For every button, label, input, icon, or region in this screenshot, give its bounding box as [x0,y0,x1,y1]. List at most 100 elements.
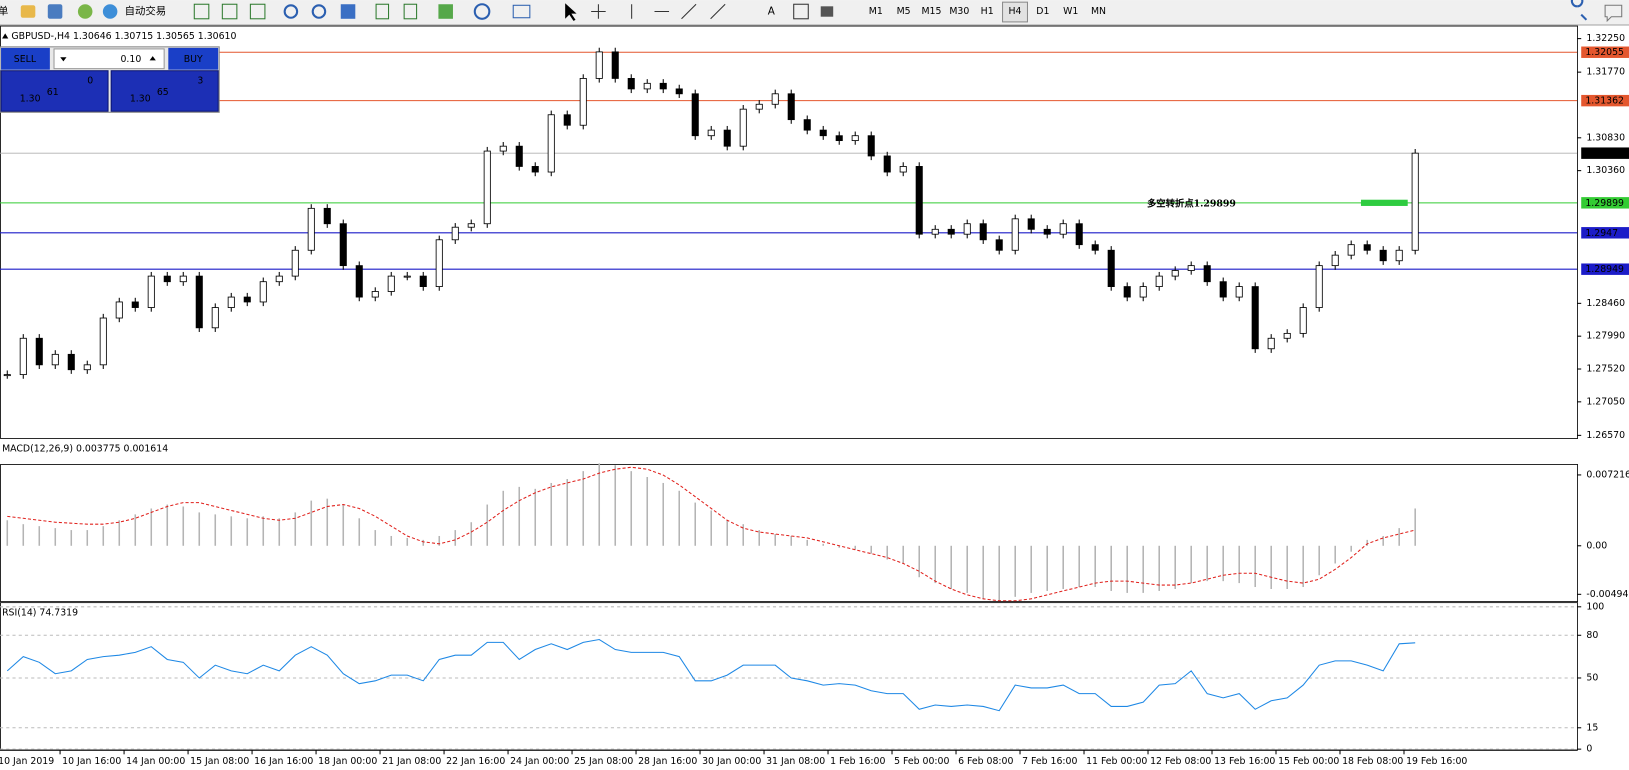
candle [1363,244,1371,251]
rsi-line [6,638,1416,712]
y-tick-label: 1.28460 [1586,298,1625,309]
buy-button[interactable] [168,47,219,70]
candle [771,93,779,105]
candle [1347,244,1355,256]
chat-icon[interactable] [1604,4,1623,23]
x-tick-label: 28 Jan 16:00 [638,756,697,767]
candle [595,51,603,79]
icon[interactable] [438,4,453,19]
icon[interactable] [340,4,356,19]
candle [531,166,539,173]
candle [915,166,923,235]
candle [643,82,651,90]
toolbar-bg [0,0,1629,26]
candle [131,301,139,308]
timeframe-button[interactable]: M1 [869,6,883,17]
candle [275,275,283,283]
menu-fragment[interactable]: 单 [0,6,8,18]
candle [1043,228,1051,235]
icon[interactable] [283,4,299,19]
timeframe-button[interactable]: W1 [1063,6,1078,17]
bid-box[interactable] [0,70,109,112]
candle [1379,249,1387,262]
candle [403,275,411,278]
icon[interactable] [473,3,491,20]
candle [691,93,699,137]
timeframe-button[interactable]: H4 [1009,6,1022,17]
ask-box[interactable] [110,70,219,112]
candle [979,223,987,241]
x-tick-label: 15 Feb 00:00 [1278,756,1339,767]
y-tick-label: -0.004943 [1586,589,1629,600]
icon[interactable] [820,6,834,17]
candle [291,249,299,277]
x-tick-label: 16 Jan 16:00 [254,756,313,767]
icon[interactable] [193,3,210,20]
y-tick-label: 1.30830 [1586,132,1625,143]
pips: 65 [157,87,169,98]
timeframe-button[interactable]: D1 [1036,6,1049,17]
price-axis-bg [1578,26,1629,754]
icon[interactable] [77,4,93,19]
candle [371,291,379,298]
icon[interactable] [375,3,390,20]
x-tick-label: 18 Jan 00:00 [318,756,377,767]
sell-button[interactable] [1,47,50,70]
candle [1251,286,1259,350]
x-tick-label: 13 Feb 16:00 [1214,756,1275,767]
candle [1123,286,1131,298]
icon[interactable] [565,3,577,21]
title-arrow [2,33,9,39]
lot-box[interactable] [53,48,165,70]
candle [787,93,795,121]
text-tool[interactable]: A [768,6,776,18]
icon[interactable] [793,3,809,20]
candle [627,78,635,90]
y-tick-label: 80 [1586,630,1598,641]
timeframe-button[interactable]: M5 [897,6,911,17]
timeframe-button[interactable]: M30 [949,6,969,17]
icon[interactable] [311,4,327,19]
candle [1091,244,1099,251]
candle [739,108,747,147]
lot-value[interactable]: 0.10 [120,54,141,65]
icon[interactable] [403,3,418,20]
x-tick-label: 24 Jan 00:00 [510,756,569,767]
timeframe-button[interactable]: MN [1091,6,1106,17]
signal-line [7,466,1416,602]
candle [3,374,11,377]
level-tag [1581,147,1629,159]
buy-label: BUY [184,54,203,65]
candle [867,135,875,157]
icon[interactable] [47,4,63,19]
lot-up [149,56,156,61]
fraction: 0 [87,76,93,87]
pips: 61 [47,87,59,98]
icon[interactable] [20,5,36,18]
y-tick-label: 1.30360 [1586,165,1625,176]
candle [259,281,267,303]
y-tick-label: 1.32250 [1586,33,1625,44]
y-tick-label: 50 [1586,672,1598,683]
candle [51,353,59,366]
icon[interactable] [512,4,531,19]
icon[interactable] [102,4,118,19]
timeframe-button[interactable]: H1 [981,6,994,17]
level-tag [1581,263,1629,275]
auto-trading[interactable]: 自动交易 [125,5,167,18]
icon[interactable] [591,4,606,19]
search-icon[interactable] [1570,0,1588,21]
candle [947,228,955,235]
candle [451,226,459,241]
candle [563,114,571,126]
candle [99,317,107,366]
icon[interactable] [631,3,726,20]
y-tick-label: 1.26570 [1586,430,1625,441]
candle [803,119,811,131]
candle [419,275,427,288]
candle [195,275,203,329]
timeframe-button[interactable]: M15 [922,6,942,17]
candle [435,239,443,288]
icon[interactable] [249,3,266,20]
icon[interactable] [221,3,238,20]
